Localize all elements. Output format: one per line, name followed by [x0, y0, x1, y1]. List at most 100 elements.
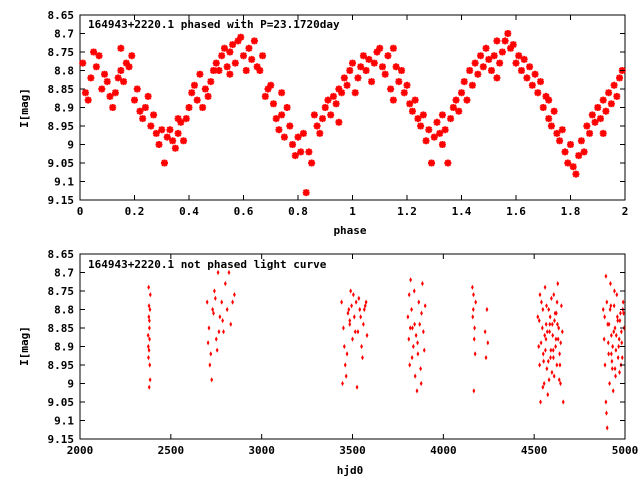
data-point	[472, 388, 476, 394]
data-point	[342, 343, 346, 350]
data-point	[343, 81, 351, 89]
data-point	[556, 281, 560, 287]
data-point	[250, 37, 258, 45]
data-point	[498, 48, 506, 56]
data-point	[158, 126, 166, 134]
x-tick-label: 1.2	[397, 205, 417, 218]
data-point	[357, 295, 361, 301]
data-point	[150, 111, 158, 119]
data-point	[218, 52, 226, 60]
data-point	[210, 377, 214, 383]
y-tick-label: 8.95	[48, 359, 75, 372]
data-point	[609, 303, 613, 309]
data-point	[613, 92, 621, 100]
data-point	[601, 306, 605, 313]
data-point	[554, 343, 558, 350]
data-point	[471, 314, 475, 320]
data-point	[146, 332, 150, 338]
data-point	[174, 129, 182, 137]
data-point	[460, 78, 468, 86]
data-point	[212, 310, 215, 316]
data-point	[335, 118, 343, 126]
data-point	[357, 63, 365, 71]
data-point	[225, 306, 229, 313]
data-point	[217, 329, 221, 335]
data-point	[220, 44, 228, 52]
data-point	[559, 340, 563, 346]
data-point	[588, 111, 596, 119]
data-point	[458, 89, 465, 97]
data-point	[275, 126, 283, 134]
data-point	[526, 63, 534, 71]
data-point	[544, 336, 548, 342]
data-point	[411, 343, 415, 350]
data-point	[537, 78, 545, 86]
data-point	[234, 37, 242, 45]
data-point	[291, 152, 299, 160]
data-point	[613, 288, 616, 294]
data-point	[612, 303, 616, 309]
data-point	[349, 288, 353, 294]
data-point	[188, 89, 196, 97]
data-point	[351, 89, 359, 97]
data-point	[552, 355, 555, 361]
data-point	[355, 384, 359, 390]
data-point	[483, 329, 487, 335]
data-point	[428, 159, 436, 167]
data-point	[438, 111, 446, 119]
data-point	[299, 129, 307, 137]
data-point	[536, 314, 540, 320]
x-tick-label: 2000	[67, 444, 94, 457]
data-point	[215, 347, 219, 353]
data-point	[408, 362, 412, 368]
data-point	[373, 48, 381, 56]
data-point	[614, 373, 617, 379]
data-point	[430, 133, 438, 141]
y-tick-label: 8.9	[54, 341, 74, 354]
x-axis-label: hjd0	[337, 464, 364, 477]
data-point	[384, 52, 392, 60]
data-point	[180, 137, 188, 145]
data-point	[103, 78, 111, 86]
data-point	[387, 85, 395, 93]
data-point	[413, 321, 417, 327]
data-point	[210, 67, 218, 74]
data-point	[269, 100, 277, 108]
data-point	[264, 85, 272, 93]
data-point	[487, 67, 495, 74]
data-point	[177, 118, 185, 126]
data-point	[545, 96, 553, 104]
data-point	[261, 92, 269, 100]
data-point	[607, 351, 611, 357]
data-point	[403, 81, 411, 89]
data-point	[359, 52, 367, 60]
y-tick-label: 9	[67, 378, 74, 391]
data-point	[423, 303, 427, 309]
data-point	[206, 340, 210, 346]
data-point	[289, 141, 297, 148]
data-point	[378, 63, 386, 71]
data-point	[486, 340, 490, 346]
data-point	[555, 362, 559, 368]
data-point	[543, 284, 547, 290]
data-point	[438, 141, 446, 148]
data-point	[362, 67, 370, 74]
data-point	[614, 347, 618, 353]
data-point	[436, 129, 444, 137]
data-point	[553, 129, 561, 137]
data-point	[364, 299, 368, 305]
data-point	[338, 89, 346, 97]
data-point	[520, 55, 528, 63]
data-point	[370, 59, 378, 67]
data-point	[216, 269, 220, 276]
data-point	[196, 70, 204, 78]
data-point	[148, 362, 152, 368]
data-point	[408, 107, 416, 115]
data-point	[471, 59, 479, 67]
data-point	[555, 299, 559, 305]
data-point	[185, 104, 193, 111]
data-point	[233, 292, 236, 298]
x-axis-label: phase	[333, 224, 366, 237]
